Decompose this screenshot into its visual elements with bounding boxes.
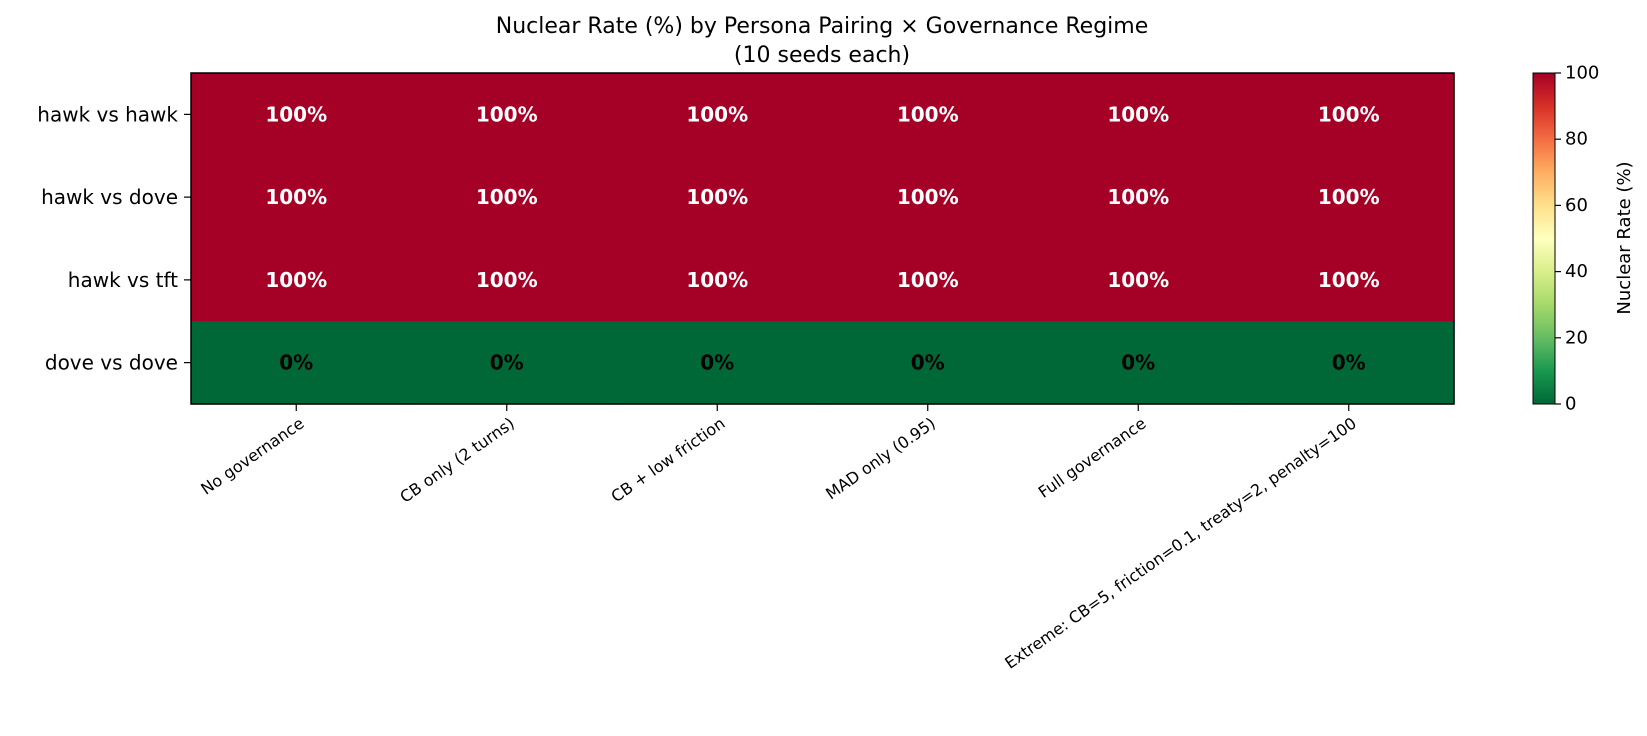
heatmap-cell — [401, 321, 613, 405]
colorbar-tick-label: 0 — [1565, 394, 1576, 415]
x-tick-label: Full governance — [1035, 414, 1150, 502]
heatmap-cell — [401, 155, 613, 240]
cell-value-label: 0% — [1332, 351, 1366, 375]
heatmap-cell — [1033, 155, 1245, 240]
cell-value-label: 0% — [1121, 351, 1155, 375]
heatmap-cell — [612, 321, 824, 405]
heatmap-cell — [822, 321, 1034, 405]
heatmap-cell — [191, 321, 403, 405]
colorbar-tick-label: 100 — [1565, 63, 1599, 84]
cell-value-label: 100% — [1107, 102, 1169, 126]
heatmap-cell — [1033, 238, 1245, 322]
y-axis: hawk vs hawk hawk vs dove hawk vs tft dove … — [37, 102, 191, 375]
x-axis: No governance CB only (2 turns) CB + low f… — [197, 404, 1360, 673]
colorbar-tick-label: 40 — [1565, 261, 1588, 282]
heatmap-cell — [612, 155, 824, 240]
cell-value-label: 100% — [686, 102, 748, 126]
x-tick-label: No governance — [197, 414, 307, 499]
y-tick-label: hawk vs tft — [68, 268, 178, 292]
cell-value-label: 100% — [1318, 185, 1380, 209]
heatmap-cell — [401, 238, 613, 322]
heatmap-cell — [1243, 238, 1455, 322]
cell-value-label: 100% — [1107, 268, 1169, 292]
heatmap-cell — [822, 73, 1034, 157]
cell-value-label: 100% — [1318, 268, 1380, 292]
colorbar-tick-label: 80 — [1565, 129, 1588, 150]
cell-value-label: 0% — [700, 351, 734, 375]
heatmap-cell — [1033, 73, 1245, 157]
cell-labels: 100% 100% 100% 100% 100% 100% 100% 100% 100% 100%… — [265, 102, 1379, 374]
colorbar: 0 20 40 60 80 100 Nuclear Rate (%) — [1532, 63, 1635, 415]
cell-value-label: 100% — [265, 185, 327, 209]
cell-value-label: 100% — [476, 102, 538, 126]
heatmap-cell — [822, 155, 1034, 240]
heatmap-cells — [191, 73, 1455, 405]
chart-title: Nuclear Rate (%) by Persona Pairing × Go… — [496, 14, 1149, 39]
heatmap-cell — [191, 238, 403, 322]
cell-value-label: 100% — [265, 102, 327, 126]
heatmap-cell — [822, 238, 1034, 322]
chart-subtitle: (10 seeds each) — [734, 43, 910, 68]
cell-value-label: 0% — [911, 351, 945, 375]
y-tick-label: dove vs dove — [45, 351, 178, 375]
cell-value-label: 100% — [897, 268, 959, 292]
cell-value-label: 100% — [476, 185, 538, 209]
cell-value-label: 100% — [686, 185, 748, 209]
x-tick-label: MAD only (0.95) — [822, 414, 939, 504]
cell-value-label: 0% — [490, 351, 524, 375]
heatmap-cell — [1243, 321, 1455, 405]
x-tick-label: CB only (2 turns) — [396, 414, 518, 507]
cell-value-label: 0% — [279, 351, 313, 375]
cell-value-label: 100% — [897, 102, 959, 126]
y-tick-label: hawk vs dove — [41, 185, 178, 209]
cell-value-label: 100% — [1107, 185, 1169, 209]
cell-value-label: 100% — [476, 268, 538, 292]
cell-value-label: 100% — [1318, 102, 1380, 126]
x-tick-label: CB + low friction — [608, 414, 729, 507]
x-tick-label: Extreme: CB=5, friction=0.1, treaty=2, p… — [1001, 414, 1360, 673]
heatmap-cell — [1033, 321, 1245, 405]
heatmap-cell — [612, 73, 824, 157]
colorbar-tick-label: 60 — [1565, 195, 1588, 216]
colorbar-tick-label: 20 — [1565, 327, 1588, 348]
heatmap-cell — [191, 73, 403, 157]
heatmap-cell — [1243, 155, 1455, 240]
heatmap-cell — [1243, 73, 1455, 157]
y-tick-label: hawk vs hawk — [37, 102, 178, 126]
cell-value-label: 100% — [897, 185, 959, 209]
colorbar-gradient — [1532, 72, 1556, 405]
plot-frame — [190, 72, 1455, 405]
colorbar-ticks: 0 20 40 60 80 100 — [1555, 63, 1599, 415]
cell-value-label: 100% — [686, 268, 748, 292]
heatmap-cell — [612, 238, 824, 322]
colorbar-label: Nuclear Rate (%) — [1614, 161, 1635, 314]
heatmap-cell — [191, 155, 403, 240]
heatmap-cell — [401, 73, 613, 157]
cell-value-label: 100% — [265, 268, 327, 292]
